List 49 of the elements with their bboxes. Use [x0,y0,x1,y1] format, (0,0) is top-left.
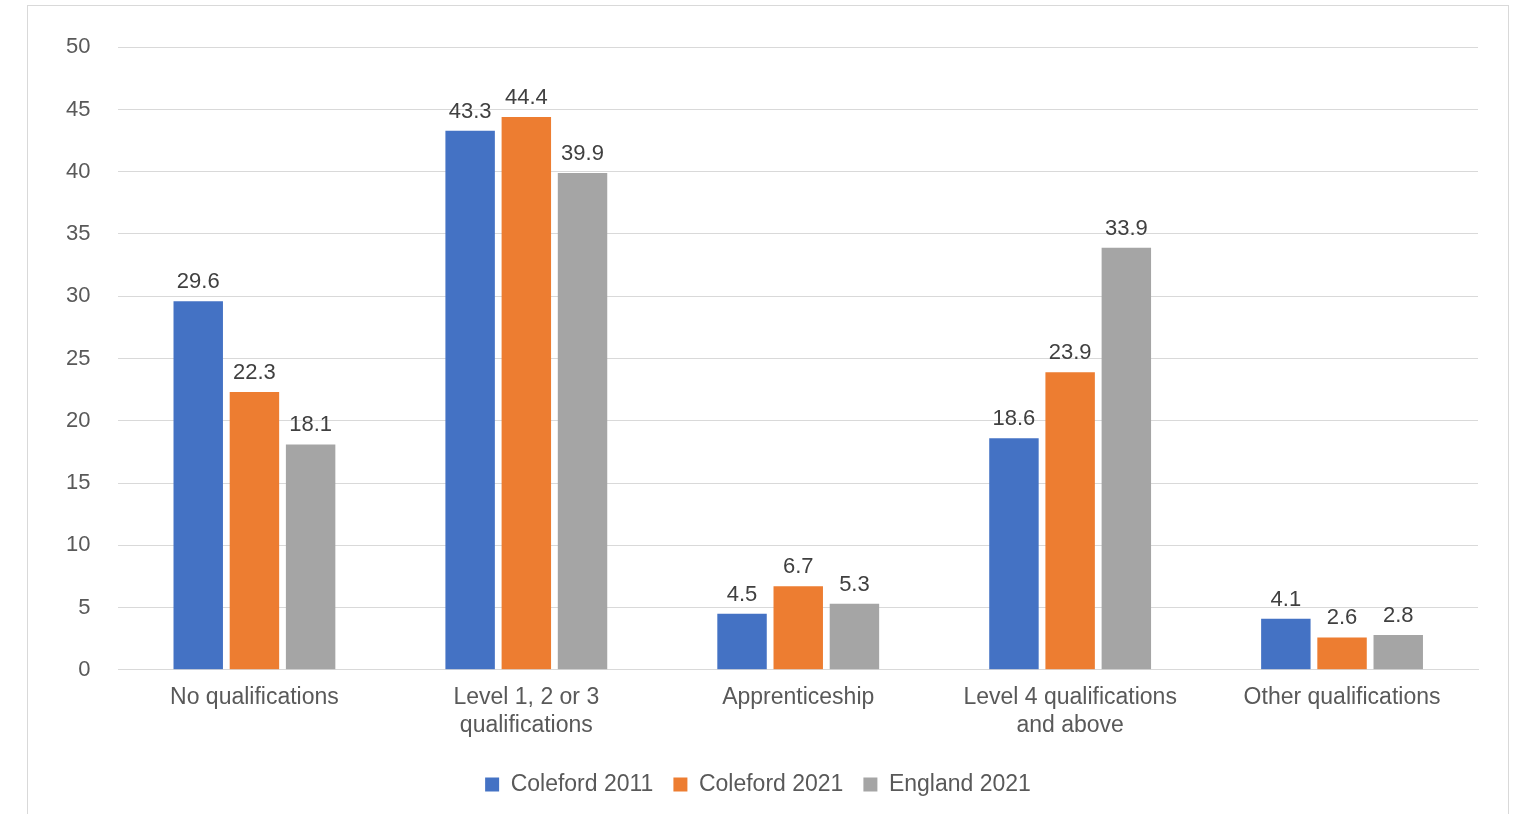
data-label: 33.9 [1104,214,1148,240]
y-tick-label: 0 [78,655,91,681]
x-tick-label: Level 4 qualifications and above [963,682,1177,737]
legend-label: England 2021 [888,769,1031,796]
x-tick-label: Other qualifications [1243,682,1441,709]
data-label: 43.3 [448,97,492,123]
data-label: 18.1 [289,411,333,437]
data-label: 6.7 [782,553,814,579]
y-tick-label: 45 [65,95,91,121]
data-label: 4.5 [726,580,758,606]
bar [829,603,880,670]
x-tick-label: Apprenticeship [722,682,875,709]
y-tick-label: 50 [65,33,91,59]
data-label: 18.6 [992,405,1036,431]
bar [445,130,495,670]
data-label: 23.9 [1048,339,1092,365]
bar [285,444,336,670]
bar [1261,618,1311,670]
bar [1045,372,1095,670]
y-tick-label: 30 [65,282,91,308]
bar [773,586,823,670]
bar [1373,634,1423,670]
data-label: 22.3 [233,359,276,385]
y-tick-label: 25 [65,344,91,370]
bar [501,116,552,670]
y-tick-label: 40 [65,157,91,183]
legend-label: Coleford 2021 [698,769,844,796]
bar [173,301,223,670]
y-tick-label: 35 [65,220,91,246]
y-tick-label: 10 [65,531,91,557]
data-label: 2.8 [1382,602,1414,627]
bar [557,172,608,670]
x-tick-label: No qualifications [170,682,339,709]
bar [989,438,1039,670]
data-label: 29.6 [176,268,220,294]
data-label: 39.9 [561,140,604,166]
bar [717,613,767,670]
x-tick-label: Level 1, 2 or 3 qualifications [453,682,600,737]
data-label: 5.3 [839,570,870,596]
legend-label: Coleford 2011 [510,769,654,796]
bar [229,392,280,670]
data-label: 4.1 [1270,585,1302,611]
y-tick-label: 15 [65,469,91,495]
bar [1317,637,1367,670]
bar [1101,247,1152,670]
data-label: 44.4 [504,83,548,109]
y-tick-label: 5 [78,593,91,619]
data-label: 2.6 [1326,604,1358,630]
y-tick-label: 20 [65,406,91,432]
